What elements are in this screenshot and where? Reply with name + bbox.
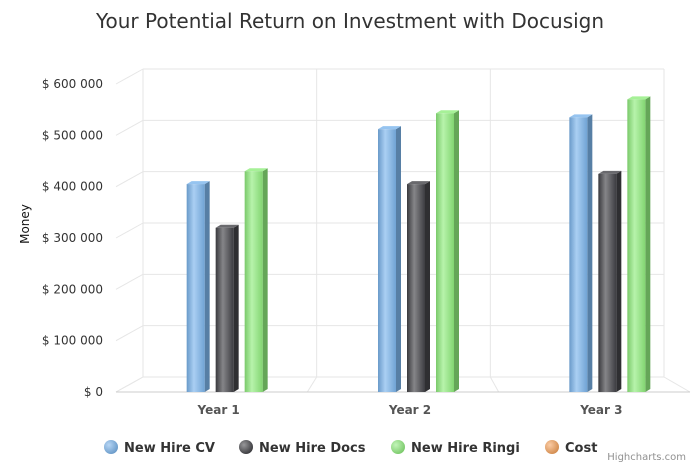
legend-item[interactable]: New Hire Ringi	[391, 440, 520, 456]
y-axis: $ 0 $ 100 000 $ 200 000 $ 300 000 $ 400 000 $…	[42, 77, 103, 399]
y-tick-label: $ 600 000	[42, 77, 103, 91]
legend-marker	[239, 440, 253, 454]
gridline-side	[115, 222, 144, 239]
y-tick-label: $ 400 000	[42, 180, 103, 194]
bar-side	[645, 96, 651, 393]
bar-front	[215, 227, 234, 392]
bar-top	[569, 114, 593, 118]
bar-front	[186, 184, 205, 392]
y-tick-label: $ 100 000	[42, 334, 103, 348]
bar[interactable]	[215, 224, 239, 392]
bar[interactable]	[436, 110, 459, 392]
x-axis: Year 1 Year 2 Year 3	[116, 391, 690, 417]
y-axis-label: Money	[18, 204, 32, 244]
x-tick-label: Year 3	[579, 403, 622, 417]
bar[interactable]	[627, 96, 651, 393]
bar[interactable]	[407, 181, 430, 392]
y-tick-label: $ 300 000	[42, 231, 103, 245]
gridline-side	[115, 68, 144, 85]
y-tick-label: $ 500 000	[42, 128, 103, 142]
legend-item[interactable]: Cost	[545, 440, 597, 456]
bar-side	[587, 114, 593, 392]
bars	[186, 96, 651, 393]
bar-front	[569, 117, 588, 392]
bar-top	[627, 96, 651, 100]
y-tick-label: $ 0	[84, 385, 103, 399]
bar-top	[598, 170, 622, 174]
bar-side	[262, 168, 268, 392]
floor-gridline	[115, 376, 144, 393]
legend-label: Cost	[565, 441, 597, 456]
bar-top	[186, 181, 210, 185]
bar-side	[454, 110, 459, 392]
bar-top	[407, 181, 430, 185]
bar[interactable]	[244, 168, 268, 392]
bar-front	[598, 173, 617, 392]
credits-link[interactable]: Highcharts.com	[607, 452, 686, 463]
bar-side	[233, 224, 239, 392]
y-tick-label: $ 200 000	[42, 282, 103, 296]
gridline-side	[115, 273, 144, 290]
legend: New Hire CV New Hire Docs New Hire Ringi Co…	[104, 440, 597, 456]
gridline-side	[115, 119, 144, 136]
legend-label: New Hire Docs	[259, 441, 366, 456]
floor-gridline	[663, 376, 691, 393]
legend-label: New Hire CV	[124, 441, 215, 456]
floor-gridline	[306, 376, 318, 393]
bar-top	[378, 126, 401, 130]
bar-top	[436, 110, 459, 114]
bar-front	[627, 99, 646, 393]
bar-side	[616, 170, 622, 392]
gridline-side	[115, 325, 144, 342]
bar-front	[244, 171, 263, 392]
bar-side	[204, 181, 210, 392]
bar-side	[396, 126, 401, 392]
legend-marker	[545, 440, 559, 454]
bar[interactable]	[186, 181, 210, 392]
bar-front	[378, 129, 396, 392]
legend-marker	[104, 440, 118, 454]
legend-item[interactable]: New Hire CV	[104, 440, 215, 456]
bar[interactable]	[598, 170, 622, 392]
chart-title: Your Potential Return on Investment with…	[95, 9, 604, 33]
bar[interactable]	[378, 126, 401, 392]
x-tick-label: Year 1	[197, 403, 240, 417]
bar-front	[436, 113, 454, 392]
legend-marker	[391, 440, 405, 454]
legend-label: New Hire Ringi	[411, 441, 520, 456]
gridline-side	[115, 171, 144, 188]
bar-top	[244, 168, 268, 172]
legend-item[interactable]: New Hire Docs	[239, 440, 366, 456]
x-tick-label: Year 2	[388, 403, 431, 417]
bar-front	[407, 184, 425, 392]
floor-gridline	[489, 376, 500, 393]
bar[interactable]	[569, 114, 593, 392]
bar-top	[215, 224, 239, 228]
bar-side	[425, 181, 430, 392]
